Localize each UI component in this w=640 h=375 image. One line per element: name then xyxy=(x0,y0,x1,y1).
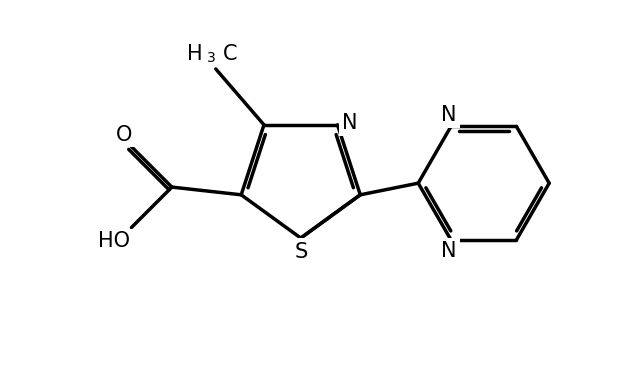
Text: N: N xyxy=(442,105,457,125)
Text: H: H xyxy=(187,44,202,64)
Text: 3: 3 xyxy=(207,51,216,65)
Text: N: N xyxy=(442,242,457,261)
Text: N: N xyxy=(342,113,358,133)
Text: S: S xyxy=(295,242,308,261)
Text: HO: HO xyxy=(98,231,130,251)
Text: C: C xyxy=(223,44,237,64)
Text: O: O xyxy=(116,125,132,145)
